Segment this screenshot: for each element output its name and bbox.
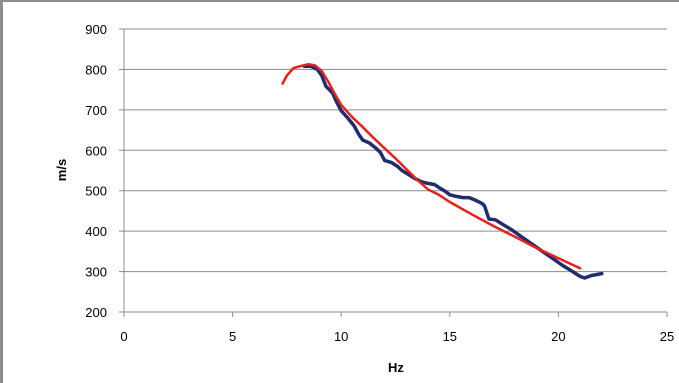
series-lines [281,62,604,280]
x-tick-label-25: 25 [660,329,674,344]
gridlines [124,28,667,273]
series-line-1 [302,64,604,280]
axes [119,28,668,317]
x-tick-label-15: 15 [443,329,457,344]
y-tick-label-800: 800 [85,62,107,77]
x-tick-label-20: 20 [551,329,565,344]
series-line-2 [281,62,582,270]
y-tick-label-600: 600 [85,143,107,158]
x-tick-label-5: 5 [229,329,236,344]
y-tick-label-700: 700 [85,103,107,118]
y-axis-title: m/s [54,159,69,181]
tick-labels: 200 300 400 500 600 700 800 900 0 5 10 15 20 25 [85,22,674,344]
y-tick-label-400: 400 [85,224,107,239]
x-tick-label-0: 0 [120,329,127,344]
y-tick-label-300: 300 [85,265,107,280]
y-tick-label-900: 900 [85,22,107,37]
x-tick-label-10: 10 [334,329,348,344]
y-tick-label-500: 500 [85,184,107,199]
y-tick-label-200: 200 [85,305,107,320]
x-axis-title: Hz [388,360,404,375]
